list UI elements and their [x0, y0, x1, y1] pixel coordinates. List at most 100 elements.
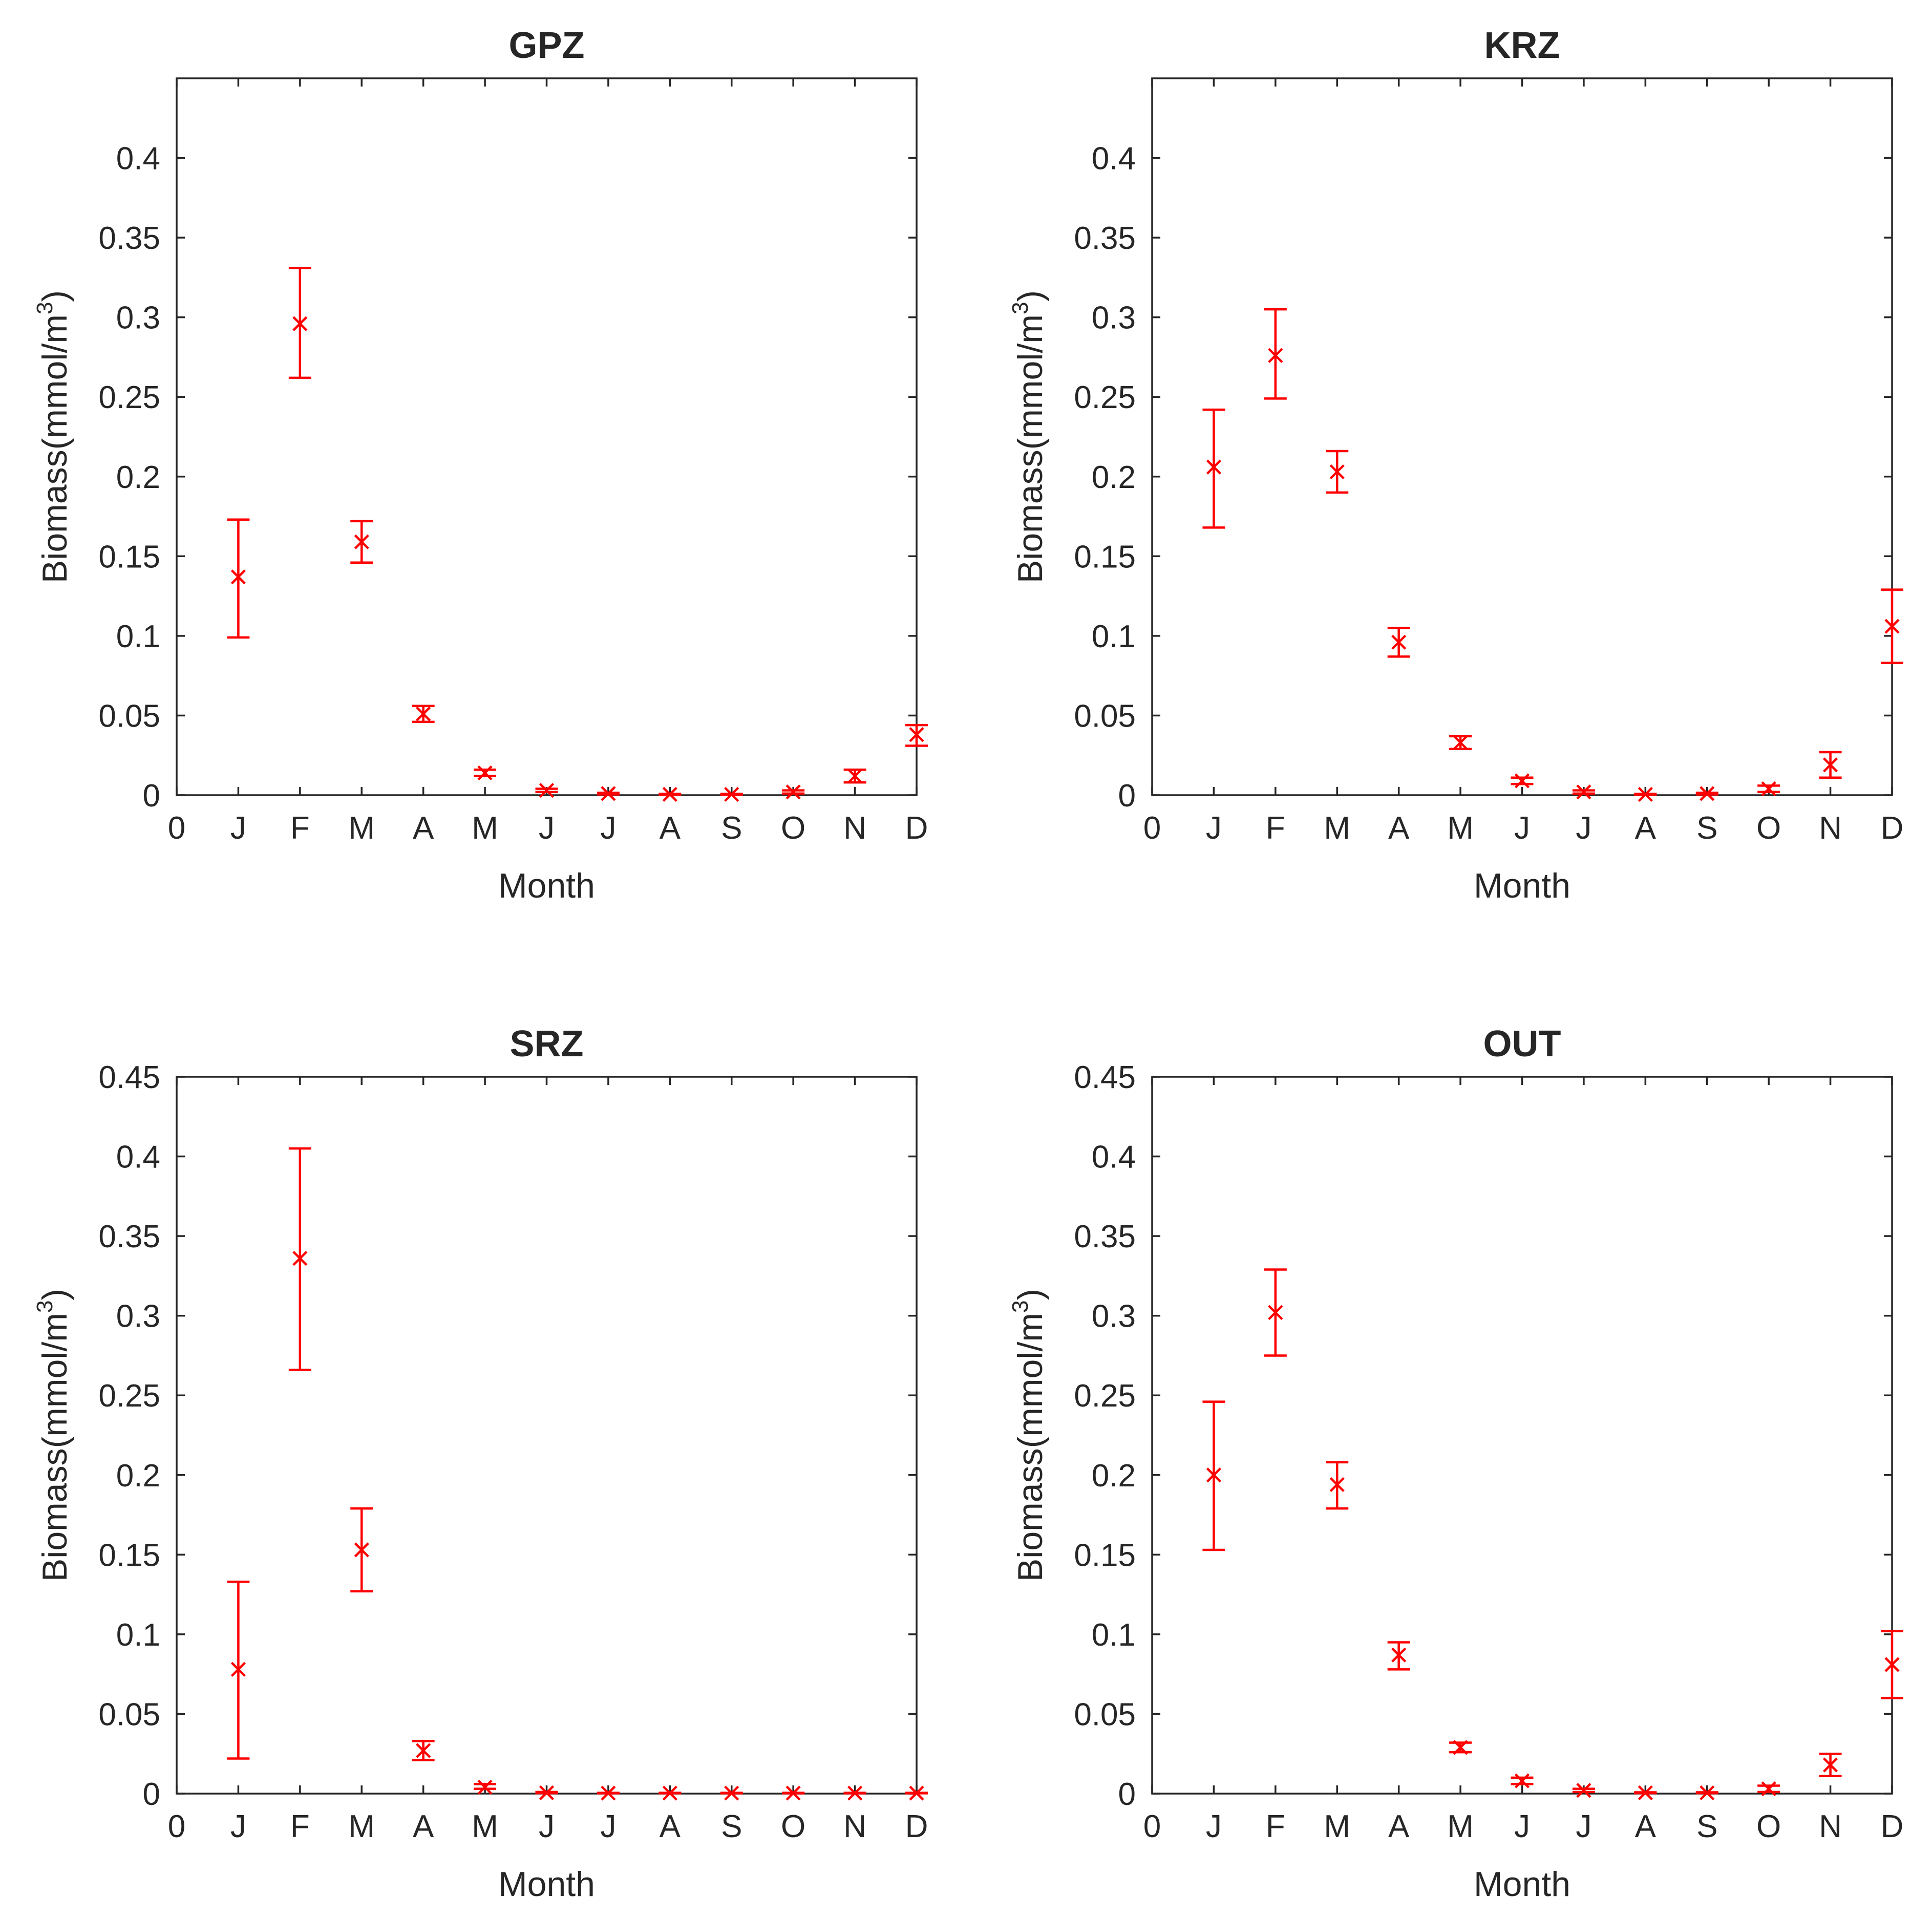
x-tick-label: M — [472, 1809, 498, 1844]
x-axis-label: Month — [1474, 866, 1570, 905]
error-bar — [350, 1507, 373, 1593]
y-tick-label: 0 — [143, 1777, 160, 1812]
error-bar — [720, 786, 743, 802]
x-tick-label: M — [1447, 1809, 1474, 1844]
data-point-marker — [416, 706, 431, 721]
data-point-marker — [1206, 459, 1222, 475]
data-point-marker — [1822, 757, 1838, 773]
data-point-marker — [1514, 1773, 1530, 1788]
y-axis-label: Biomass(mmol/m3) — [32, 290, 74, 583]
x-tick-label: J — [539, 811, 555, 846]
data-point-marker — [1761, 781, 1776, 797]
subplot-gpz: GPZ 0 J F M A M J J A S O N D 0 0.05 0.1 0.15 0.2 0.25 0.3 0.… — [32, 25, 928, 905]
error-bar — [1757, 1781, 1780, 1797]
data-point-marker — [1514, 773, 1530, 789]
data-point-marker — [1268, 348, 1283, 363]
y-axis-label-close: ) — [1011, 1289, 1050, 1301]
y-tick-label: 0.4 — [116, 141, 160, 177]
data-point-marker — [1700, 786, 1715, 801]
y-tick-label: 0.2 — [1092, 1458, 1136, 1494]
error-bar — [1326, 450, 1349, 494]
data-point-marker — [1268, 1305, 1283, 1320]
error-bar — [1572, 784, 1595, 800]
error-bar — [227, 518, 250, 639]
error-bar — [1449, 1740, 1472, 1755]
error-bar — [1634, 786, 1657, 802]
data-point-marker — [909, 1785, 924, 1801]
error-bar — [843, 1785, 866, 1801]
y-axis-label-superscript: 3 — [32, 302, 57, 314]
x-tick-label: F — [1266, 811, 1285, 846]
data-point-marker — [662, 1785, 677, 1801]
y-tick-label: 0.35 — [1074, 221, 1136, 256]
error-bar — [412, 705, 435, 723]
y-axis-label-text: Biomass(mmol/m — [1011, 314, 1050, 583]
data-point-marker — [847, 1785, 863, 1801]
x-tick-label: M — [1324, 811, 1350, 846]
x-tick-label: J — [539, 1809, 555, 1844]
x-tick-label: J — [1514, 1809, 1530, 1844]
x-tick-label: J — [600, 811, 616, 846]
x-axis-label: Month — [498, 1865, 595, 1904]
data-point-marker — [1329, 464, 1345, 480]
data-point-marker — [539, 1785, 555, 1801]
y-axis-label: Biomass(mmol/m3) — [1008, 1289, 1050, 1582]
x-tick-label: J — [230, 811, 246, 846]
data-point-marker — [354, 1542, 369, 1558]
y-tick-label: 0.3 — [1092, 301, 1136, 336]
x-tick-label: J — [600, 1809, 616, 1844]
error-bar — [905, 723, 928, 747]
y-tick-label: 0.35 — [98, 221, 160, 256]
y-tick-label: 0.15 — [98, 539, 160, 574]
y-tick-label: 0.4 — [116, 1140, 160, 1175]
x-tick-label: M — [348, 811, 375, 846]
data-point-marker — [1761, 1781, 1776, 1797]
error-bar — [659, 786, 682, 802]
x-tick-label: M — [472, 811, 498, 846]
data-point-marker — [724, 786, 739, 802]
error-bar — [350, 520, 373, 564]
y-tick-label: 0 — [1118, 778, 1136, 814]
y-tick-label: 0.1 — [116, 1617, 160, 1653]
data-point-marker — [847, 769, 863, 784]
data-point-marker — [1638, 786, 1653, 802]
y-tick-label: 0 — [1118, 1777, 1136, 1812]
y-axis-label-text: Biomass(mmol/m — [1011, 1313, 1050, 1582]
error-bar — [412, 1740, 435, 1761]
data-point-marker — [1206, 1467, 1222, 1483]
chart-title: SRZ — [510, 1024, 584, 1064]
y-tick-label: 0.05 — [98, 698, 160, 734]
y-tick-label: 0.2 — [116, 1458, 160, 1494]
x-tick-label: F — [290, 811, 310, 846]
y-tick-label: 0.05 — [1074, 698, 1136, 734]
y-tick-label: 0 — [143, 778, 160, 814]
error-bar — [905, 1785, 928, 1801]
y-axis-label-text: Biomass(mmol/m — [35, 1313, 74, 1582]
error-bar — [1449, 735, 1472, 751]
y-tick-label: 0.25 — [1074, 1378, 1136, 1414]
y-tick-label: 0.35 — [98, 1219, 160, 1254]
x-tick-label: A — [413, 811, 434, 846]
x-tick-label: O — [1756, 1809, 1781, 1844]
error-bar — [1511, 773, 1534, 789]
data-point-marker — [230, 1662, 246, 1677]
x-tick-label: J — [1576, 811, 1591, 846]
error-bar — [843, 768, 866, 784]
error-bar — [535, 783, 558, 798]
x-tick-label: M — [1324, 1809, 1350, 1844]
x-tick-label: J — [1206, 811, 1222, 846]
error-bar — [474, 1779, 497, 1795]
data-point-marker — [292, 316, 308, 331]
data-point-marker — [1453, 1740, 1468, 1755]
x-tick-label: S — [721, 811, 742, 846]
y-axis-label-superscript: 3 — [32, 1301, 57, 1313]
data-point-marker — [1576, 1783, 1591, 1798]
x-tick-label: J — [1514, 811, 1530, 846]
error-bar — [1634, 1785, 1657, 1801]
x-tick-label: D — [1881, 811, 1904, 846]
error-bar — [1511, 1773, 1534, 1788]
y-tick-label: 0.1 — [1092, 1617, 1136, 1653]
y-axis-label-close: ) — [1011, 290, 1050, 302]
subplot-out: OUT 0 J F M A M J J A S O N D 0 0.05 0.1 0.15 0.2 0.25 0.3 0.… — [1008, 1024, 1903, 1904]
